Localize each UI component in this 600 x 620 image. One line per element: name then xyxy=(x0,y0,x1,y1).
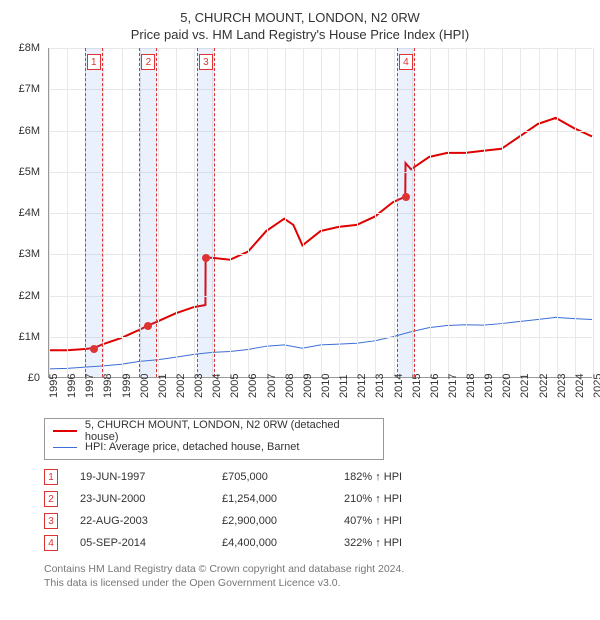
x-axis-label: 1999 xyxy=(121,374,133,398)
x-axis-label: 2005 xyxy=(229,374,241,398)
sale-marker-box: 3 xyxy=(199,54,213,70)
x-axis-label: 2019 xyxy=(483,374,495,398)
x-axis-label: 2012 xyxy=(356,374,368,398)
sale-marker-box: 1 xyxy=(87,54,101,70)
x-axis-label: 2002 xyxy=(175,374,187,398)
sales-row: 3 22-AUG-2003 £2,900,000 407% ↑ HPI xyxy=(44,510,590,532)
x-axis-label: 1996 xyxy=(66,374,78,398)
x-axis-label: 2024 xyxy=(574,374,586,398)
x-axis-label: 2007 xyxy=(266,374,278,398)
sale-hpi: 322% ↑ HPI xyxy=(344,537,464,549)
legend-label: HPI: Average price, detached house, Barn… xyxy=(85,441,299,453)
x-axis-label: 2023 xyxy=(556,374,568,398)
x-axis-label: 1995 xyxy=(48,374,60,398)
y-axis-label: £3M xyxy=(8,248,40,260)
sale-price: £705,000 xyxy=(222,471,322,483)
legend-swatch xyxy=(53,447,77,448)
x-axis-label: 2022 xyxy=(538,374,550,398)
footer: Contains HM Land Registry data © Crown c… xyxy=(44,562,590,590)
sale-date: 19-JUN-1997 xyxy=(80,471,200,483)
x-axis-label: 2021 xyxy=(519,374,531,398)
y-axis-label: £4M xyxy=(8,207,40,219)
sale-date: 05-SEP-2014 xyxy=(80,537,200,549)
y-axis-label: £7M xyxy=(8,83,40,95)
sale-marker-box: 2 xyxy=(141,54,155,70)
sale-point xyxy=(90,345,98,353)
x-axis-label: 2003 xyxy=(193,374,205,398)
sale-hpi: 182% ↑ HPI xyxy=(344,471,464,483)
x-axis-label: 2025 xyxy=(592,374,600,398)
x-axis-label: 2004 xyxy=(211,374,223,398)
sale-band xyxy=(85,48,103,377)
x-axis-label: 2018 xyxy=(465,374,477,398)
sale-marker-box: 4 xyxy=(399,54,413,70)
y-axis-label: £5M xyxy=(8,166,40,178)
x-axis-label: 2020 xyxy=(501,374,513,398)
x-axis-label: 2016 xyxy=(429,374,441,398)
sales-row: 1 19-JUN-1997 £705,000 182% ↑ HPI xyxy=(44,466,590,488)
sales-row: 4 05-SEP-2014 £4,400,000 322% ↑ HPI xyxy=(44,532,590,554)
x-axis-label: 2015 xyxy=(411,374,423,398)
sale-hpi: 407% ↑ HPI xyxy=(344,515,464,527)
sale-band xyxy=(197,48,215,377)
y-axis-label: £6M xyxy=(8,125,40,137)
sale-price: £4,400,000 xyxy=(222,537,322,549)
plot-area: 1 2 3 4 xyxy=(48,48,592,378)
legend-row: 5, CHURCH MOUNT, LONDON, N2 0RW (detache… xyxy=(53,423,375,439)
footer-line-2: This data is licensed under the Open Gov… xyxy=(44,576,590,590)
sales-row: 2 23-JUN-2000 £1,254,000 210% ↑ HPI xyxy=(44,488,590,510)
sale-point xyxy=(144,322,152,330)
sale-price: £1,254,000 xyxy=(222,493,322,505)
sale-point xyxy=(202,254,210,262)
sale-hpi: 210% ↑ HPI xyxy=(344,493,464,505)
sale-index-box: 2 xyxy=(44,491,58,507)
x-axis-label: 2006 xyxy=(247,374,259,398)
x-axis-label: 2017 xyxy=(447,374,459,398)
sale-point xyxy=(402,193,410,201)
chart-titles: 5, CHURCH MOUNT, LONDON, N2 0RW Price pa… xyxy=(8,10,592,42)
legend-label: 5, CHURCH MOUNT, LONDON, N2 0RW (detache… xyxy=(85,419,375,443)
x-axis-label: 2010 xyxy=(320,374,332,398)
sale-index-box: 3 xyxy=(44,513,58,529)
x-axis-label: 2001 xyxy=(157,374,169,398)
y-axis-label: £1M xyxy=(8,331,40,343)
y-axis-label: £0 xyxy=(8,372,40,384)
title-sub: Price paid vs. HM Land Registry's House … xyxy=(8,27,592,42)
sales-table: 1 19-JUN-1997 £705,000 182% ↑ HPI 2 23-JUN-20… xyxy=(44,466,590,554)
title-main: 5, CHURCH MOUNT, LONDON, N2 0RW xyxy=(8,10,592,25)
x-axis-label: 2000 xyxy=(139,374,151,398)
chart: 1234 £0£1M£2M£3M£4M£5M£6M£7M£8M199519961… xyxy=(8,48,592,408)
x-axis-label: 2011 xyxy=(338,374,350,398)
sale-price: £2,900,000 xyxy=(222,515,322,527)
legend: 5, CHURCH MOUNT, LONDON, N2 0RW (detache… xyxy=(44,418,384,460)
sale-band xyxy=(397,48,415,377)
y-axis-label: £2M xyxy=(8,290,40,302)
y-axis-label: £8M xyxy=(8,42,40,54)
legend-swatch xyxy=(53,430,77,432)
x-axis-label: 1997 xyxy=(84,374,96,398)
x-axis-label: 2009 xyxy=(302,374,314,398)
footer-line-1: Contains HM Land Registry data © Crown c… xyxy=(44,562,590,576)
sale-index-box: 1 xyxy=(44,469,58,485)
x-axis-label: 2013 xyxy=(374,374,386,398)
x-axis-label: 1998 xyxy=(102,374,114,398)
sale-date: 22-AUG-2003 xyxy=(80,515,200,527)
x-axis-label: 2014 xyxy=(393,374,405,398)
sale-date: 23-JUN-2000 xyxy=(80,493,200,505)
sale-index-box: 4 xyxy=(44,535,58,551)
x-axis-label: 2008 xyxy=(284,374,296,398)
